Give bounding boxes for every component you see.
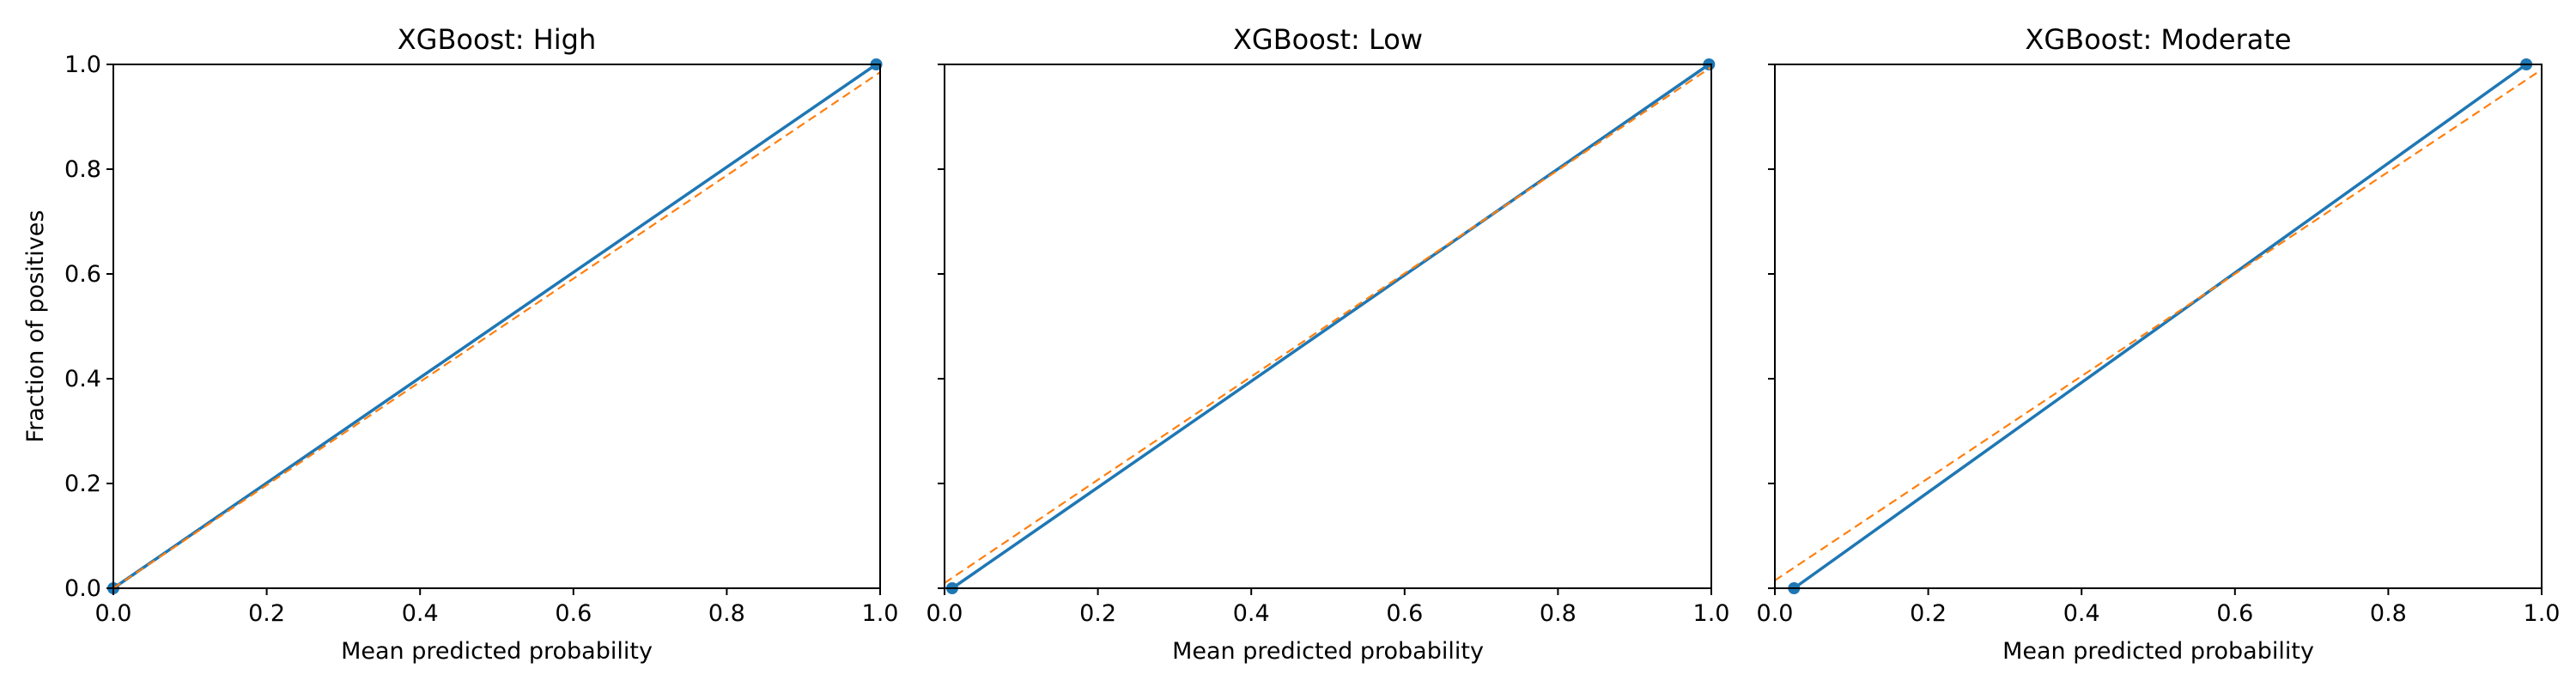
calibration-curve: [951, 63, 1710, 590]
x-tick-label: 0.8: [2370, 600, 2407, 627]
y-tick-label: 0.4: [64, 366, 101, 392]
calibration-panel-1: XGBoost: High 0.0 0.2 0.4 0.6 0.8 1.0 0.0 0.2 0.4…: [22, 23, 898, 665]
x-tick-label: 1.0: [862, 600, 899, 627]
x-tick-label: 0.2: [1079, 600, 1116, 627]
x-tick-label: 0.4: [1233, 600, 1270, 627]
calibration-panel-3: XGBoost: Moderate 0.0 0.2 0.4 0.6 0.8 1.0 Mean …: [1757, 23, 2561, 665]
x-tick-label: 0.6: [1386, 600, 1423, 627]
x-axis-label: Mean predicted probability: [2002, 638, 2314, 665]
calibration-panel-2: XGBoost: Low 0.0 0.2 0.4 0.6 0.8 1.0 Mean predi…: [927, 23, 1730, 665]
x-tick-label: 0.0: [927, 600, 963, 627]
calibration-curve: [1793, 63, 2528, 590]
panel-title: XGBoost: High: [398, 23, 597, 56]
axes-frame: [1774, 64, 2543, 589]
x-tick-label: 0.6: [2216, 600, 2253, 627]
x-tick-label: 0.2: [248, 600, 285, 627]
panel-title: XGBoost: Low: [1233, 23, 1423, 56]
x-tick-label: 1.0: [1693, 600, 1730, 627]
y-tick-label: 0.6: [64, 261, 101, 288]
y-tick-label: 0.8: [64, 156, 101, 183]
y-tick-label: 1.0: [64, 52, 101, 78]
perfect-calibration-line: [112, 71, 881, 589]
x-tick-label: 0.0: [95, 600, 132, 627]
x-tick-label: 0.8: [1540, 600, 1577, 627]
y-axis-label: Fraction of positives: [22, 210, 49, 443]
x-tick-label: 1.0: [2524, 600, 2561, 627]
y-tick-label: 0.0: [64, 575, 101, 602]
x-tick-label: 0.4: [402, 600, 439, 627]
perfect-calibration-line: [944, 66, 1712, 584]
x-tick-label: 0.0: [1757, 600, 1794, 627]
x-tick-label: 0.6: [555, 600, 592, 627]
axes-frame: [112, 64, 881, 589]
x-axis-label: Mean predicted probability: [1172, 638, 1484, 665]
x-tick-label: 0.8: [708, 600, 745, 627]
x-axis-label: Mean predicted probability: [341, 638, 653, 665]
axes-frame: [944, 64, 1712, 589]
x-tick-label: 0.2: [1910, 600, 1947, 627]
x-tick-label: 0.4: [2063, 600, 2100, 627]
perfect-calibration-line: [1774, 69, 2543, 581]
panel-title: XGBoost: Moderate: [2025, 23, 2291, 56]
calibration-curve: [112, 63, 878, 590]
y-tick-label: 0.2: [64, 471, 101, 497]
